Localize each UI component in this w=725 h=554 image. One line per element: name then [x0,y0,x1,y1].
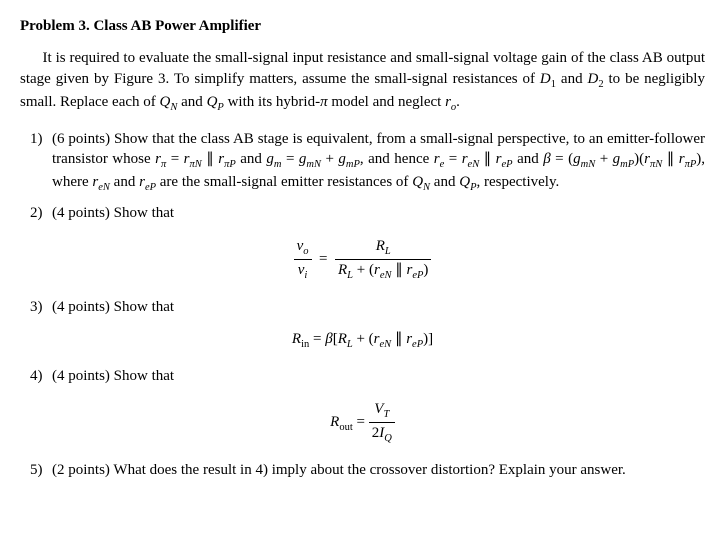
q5-text: What does the result in 4) imply about t… [113,462,625,478]
question-5: 5) (2 points) What does the result in 4)… [30,460,705,480]
q4-text: Show that [114,368,174,384]
q4-body: (4 points) Show that [52,366,705,386]
q5-body: (2 points) What does the result in 4) im… [52,460,705,480]
intro-paragraph: It is required to evaluate the small-sig… [20,48,705,115]
q1-body: (6 points) Show that the class AB stage … [52,129,705,196]
q4-number: 4) [30,366,52,386]
question-2: 2) (4 points) Show that [30,203,705,223]
question-1: 1) (6 points) Show that the class AB sta… [30,129,705,196]
q2-points: (4 points) [52,205,110,221]
formula-3: Rin = β[RL + (reN ∥ reP)] [20,329,705,352]
q2-text: Show that [114,205,174,221]
q4-points: (4 points) [52,368,110,384]
q5-points: (2 points) [52,462,110,478]
question-4: 4) (4 points) Show that [30,366,705,386]
problem-title: Problem 3. Class AB Power Amplifier [20,16,705,36]
formula-4: Rout = VT2IQ [20,399,705,446]
q3-body: (4 points) Show that [52,297,705,317]
q2-body: (4 points) Show that [52,203,705,223]
q3-points: (4 points) [52,299,110,315]
q5-number: 5) [30,460,52,480]
q3-text: Show that [114,299,174,315]
q1-number: 1) [30,129,52,196]
formula-2: vovi = RLRL + (reN ∥ reP) [20,236,705,283]
question-3: 3) (4 points) Show that [30,297,705,317]
q1-points: (6 points) [52,131,110,147]
q2-number: 2) [30,203,52,223]
q3-number: 3) [30,297,52,317]
